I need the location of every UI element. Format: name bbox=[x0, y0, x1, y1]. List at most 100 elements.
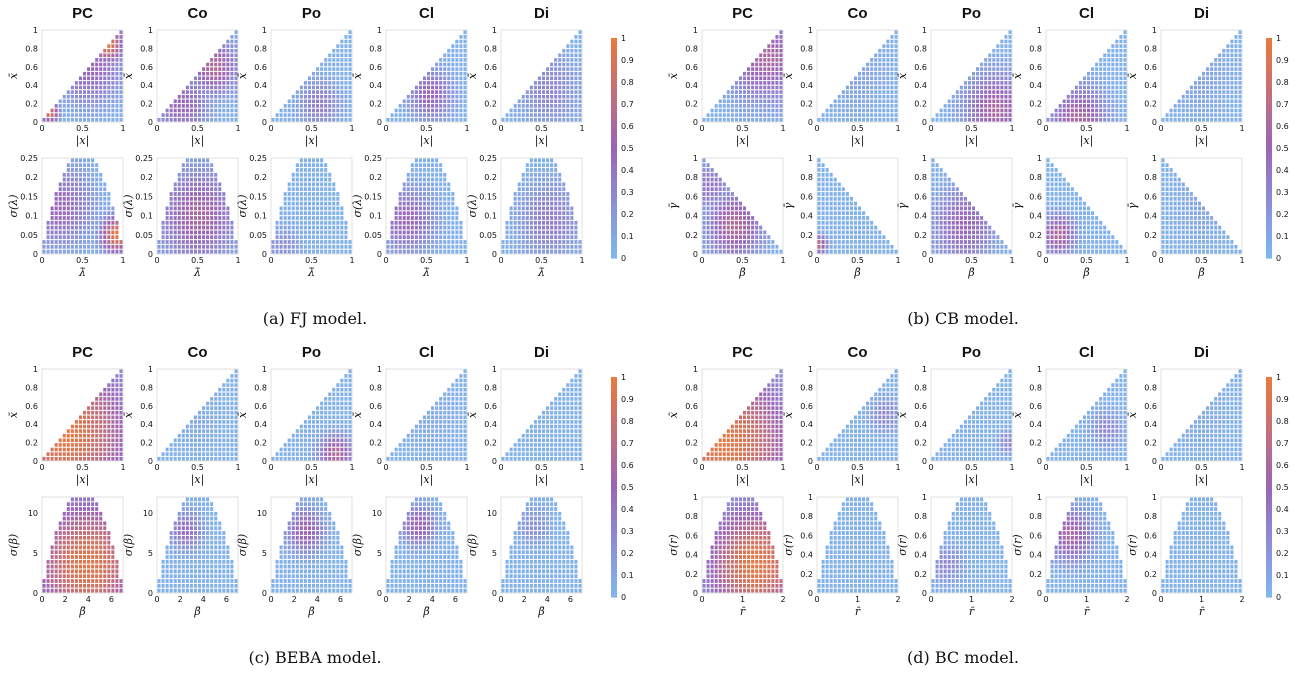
heatmap-cell bbox=[70, 235, 74, 240]
y-tick-label: 0.8 bbox=[800, 173, 813, 182]
heatmap-cell bbox=[173, 244, 177, 249]
heatmap-cell bbox=[1161, 249, 1165, 254]
heatmap-cell bbox=[66, 163, 70, 168]
heatmap-cell bbox=[398, 206, 402, 211]
heatmap-cell bbox=[1206, 85, 1210, 90]
heatmap-cell bbox=[1218, 94, 1222, 99]
heatmap-cell bbox=[821, 230, 825, 235]
heatmap-cell bbox=[1087, 240, 1091, 244]
heatmap-cell bbox=[348, 44, 352, 48]
heatmap-cell bbox=[1000, 62, 1004, 67]
heatmap-cell bbox=[1087, 249, 1091, 254]
heatmap-cell bbox=[1165, 235, 1169, 240]
heatmap-cell bbox=[402, 230, 406, 235]
heatmap-cell bbox=[54, 113, 58, 117]
heatmap-cell bbox=[976, 99, 980, 104]
heatmap-cell bbox=[283, 113, 287, 117]
heatmap-cell bbox=[459, 53, 463, 58]
heatmap-cell bbox=[107, 216, 111, 220]
heatmap-cell bbox=[862, 94, 866, 99]
heatmap-cell bbox=[817, 235, 821, 240]
heatmap-cell bbox=[1185, 230, 1189, 235]
colorbar-segment bbox=[1266, 131, 1272, 138]
heatmap-cell bbox=[455, 240, 459, 244]
heatmap-cell bbox=[972, 220, 976, 225]
heatmap-cell bbox=[550, 196, 554, 201]
x-tick-label: 0 bbox=[498, 124, 503, 133]
heatmap-cell bbox=[550, 104, 554, 108]
heatmap-cell bbox=[303, 230, 307, 235]
heatmap-cell bbox=[734, 216, 738, 220]
heatmap-cell bbox=[841, 240, 845, 244]
heatmap-cell bbox=[74, 182, 78, 187]
heatmap-cell bbox=[972, 81, 976, 85]
heatmap-cell bbox=[1197, 216, 1201, 220]
heatmap-cell bbox=[1058, 172, 1062, 177]
heatmap-cell bbox=[66, 113, 70, 117]
heatmap-cell bbox=[1091, 235, 1095, 240]
x-tick-label: 0 bbox=[928, 256, 933, 265]
heatmap-cell bbox=[988, 117, 992, 122]
heatmap-cell bbox=[1078, 230, 1082, 235]
heatmap-cell bbox=[562, 90, 566, 94]
heatmap-cell bbox=[107, 58, 111, 62]
heatmap-cell bbox=[718, 225, 722, 230]
heatmap-cell bbox=[287, 225, 291, 230]
heatmap-cell bbox=[218, 225, 222, 230]
colorbar-tick-label: 1 bbox=[621, 34, 626, 43]
heatmap-cell bbox=[931, 158, 935, 163]
heatmap-cell bbox=[1218, 85, 1222, 90]
heatmap-cell bbox=[398, 201, 402, 206]
heatmap-cell bbox=[743, 235, 747, 240]
y-tick-label: 0.25 bbox=[364, 154, 382, 163]
heatmap-cell bbox=[50, 456, 54, 461]
heatmap-cell bbox=[459, 81, 463, 85]
y-axis-label: γ̄ bbox=[1126, 202, 1139, 209]
heatmap-cell bbox=[54, 206, 58, 211]
heatmap-cell bbox=[1066, 216, 1070, 220]
heatmap-cell bbox=[189, 113, 193, 117]
colorbar-segment bbox=[611, 115, 617, 122]
heatmap-cell bbox=[54, 192, 58, 196]
heatmap-cell bbox=[1181, 108, 1185, 113]
heatmap-cell bbox=[87, 249, 91, 254]
heatmap-cell bbox=[931, 182, 935, 187]
heatmap-cell bbox=[463, 249, 467, 254]
heatmap-cell bbox=[185, 168, 189, 172]
heatmap-cell bbox=[107, 249, 111, 254]
heatmap-cell bbox=[1107, 81, 1111, 85]
heatmap-cell bbox=[398, 108, 402, 113]
heatmap-cell bbox=[566, 90, 570, 94]
heatmap-cell bbox=[845, 225, 849, 230]
heatmap-cell bbox=[759, 76, 763, 81]
heatmap-cell bbox=[521, 206, 525, 211]
heatmap-cell bbox=[83, 117, 87, 122]
heatmap-cell bbox=[303, 85, 307, 90]
heatmap-cell bbox=[95, 244, 99, 249]
heatmap-cell bbox=[1214, 90, 1218, 94]
x-tick-label: 0.5 bbox=[420, 256, 433, 265]
heatmap-cell bbox=[414, 201, 418, 206]
heatmap-cell bbox=[418, 177, 422, 182]
heatmap-cell bbox=[743, 104, 747, 108]
heatmap-cell bbox=[984, 99, 988, 104]
colorbar-tick-label: 0.2 bbox=[621, 210, 634, 219]
heatmap-cell bbox=[275, 117, 279, 122]
heatmap-cell bbox=[726, 235, 730, 240]
heatmap-cell bbox=[189, 216, 193, 220]
heatmap-cell bbox=[181, 117, 185, 122]
heatmap-cell bbox=[866, 240, 870, 244]
heatmap-cell bbox=[722, 99, 726, 104]
heatmap-cell bbox=[931, 220, 935, 225]
heatmap-cell bbox=[833, 117, 837, 122]
y-tick-label: 1 bbox=[1152, 154, 1157, 163]
heatmap-cell bbox=[78, 90, 82, 94]
heatmap-cell bbox=[1062, 192, 1066, 196]
heatmap-cell bbox=[1107, 53, 1111, 58]
heatmap-cell bbox=[324, 206, 328, 211]
heatmap-cell bbox=[890, 81, 894, 85]
heatmap-cell bbox=[418, 192, 422, 196]
heatmap-cell bbox=[825, 196, 829, 201]
heatmap-cell bbox=[230, 58, 234, 62]
heatmap-panel: 0 0.5 100.20.40.60.81|x|x̄ bbox=[7, 365, 126, 487]
